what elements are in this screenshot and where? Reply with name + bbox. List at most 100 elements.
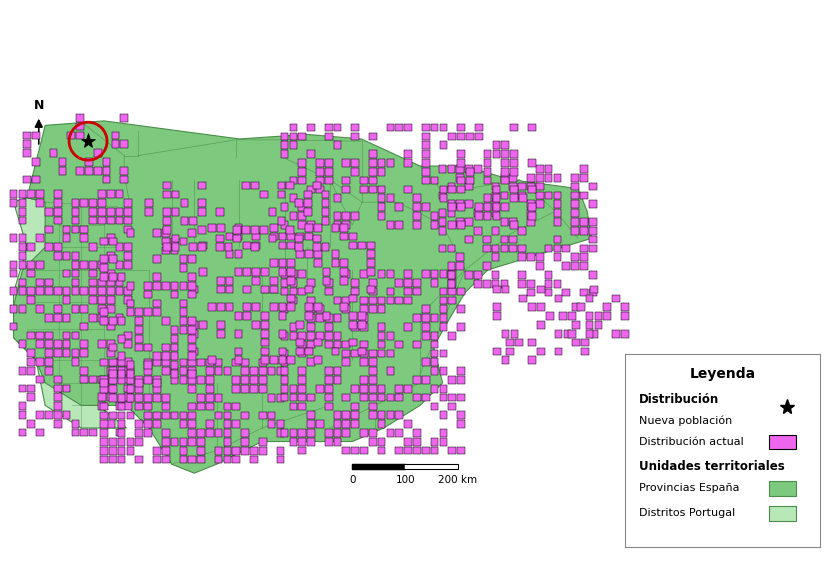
Bar: [10, 235, 17, 242]
Bar: [298, 212, 306, 220]
Bar: [457, 159, 465, 167]
Bar: [127, 282, 134, 290]
Bar: [439, 394, 447, 401]
Bar: [206, 429, 213, 437]
Bar: [179, 264, 187, 272]
Bar: [269, 235, 276, 242]
Bar: [528, 212, 535, 220]
Bar: [63, 411, 70, 419]
Bar: [307, 185, 314, 193]
Bar: [553, 218, 561, 226]
Bar: [366, 268, 374, 276]
Bar: [226, 285, 233, 294]
Bar: [124, 261, 132, 269]
Bar: [54, 208, 61, 216]
Bar: [259, 359, 266, 366]
Bar: [170, 246, 178, 254]
Bar: [226, 304, 233, 311]
Bar: [298, 332, 306, 340]
Bar: [483, 194, 491, 202]
Bar: [316, 159, 323, 167]
Bar: [553, 209, 561, 217]
Bar: [188, 421, 196, 428]
Bar: [500, 280, 508, 287]
Bar: [116, 217, 123, 225]
Bar: [188, 429, 196, 437]
Bar: [307, 359, 314, 366]
Bar: [10, 287, 17, 295]
Bar: [519, 295, 527, 302]
Bar: [279, 330, 286, 338]
Bar: [135, 394, 143, 402]
Bar: [161, 282, 170, 290]
Bar: [36, 376, 44, 383]
Bar: [71, 217, 79, 225]
Bar: [324, 341, 332, 349]
Bar: [18, 429, 26, 436]
Bar: [161, 353, 170, 360]
Bar: [465, 201, 472, 208]
Bar: [456, 253, 464, 261]
Bar: [366, 242, 374, 249]
Bar: [223, 456, 231, 463]
Bar: [214, 359, 222, 366]
Bar: [518, 271, 525, 278]
Bar: [580, 245, 587, 252]
Bar: [188, 335, 196, 343]
Bar: [27, 367, 35, 374]
Bar: [369, 394, 376, 401]
Bar: [377, 305, 385, 313]
Bar: [349, 339, 356, 346]
Bar: [323, 277, 330, 285]
Bar: [369, 350, 376, 357]
Bar: [270, 285, 277, 294]
Bar: [127, 412, 134, 419]
Bar: [576, 304, 584, 311]
Bar: [307, 221, 314, 229]
Bar: [545, 312, 553, 320]
Bar: [23, 176, 31, 184]
Bar: [324, 279, 332, 287]
Bar: [585, 321, 593, 329]
Bar: [80, 367, 88, 374]
Bar: [233, 226, 241, 233]
Bar: [261, 339, 268, 346]
Bar: [422, 314, 429, 322]
Bar: [76, 167, 84, 174]
Bar: [351, 168, 359, 176]
Bar: [179, 456, 187, 463]
Bar: [161, 394, 170, 402]
Bar: [571, 201, 578, 208]
Bar: [439, 438, 447, 446]
Bar: [448, 203, 456, 211]
Bar: [553, 280, 561, 287]
Bar: [286, 226, 294, 233]
Bar: [448, 279, 456, 287]
Bar: [581, 347, 588, 355]
Bar: [360, 394, 367, 401]
Bar: [528, 185, 535, 193]
Bar: [544, 165, 552, 173]
Bar: [89, 270, 97, 277]
Bar: [377, 411, 385, 419]
Bar: [286, 182, 294, 190]
Bar: [430, 221, 438, 229]
Bar: [27, 296, 35, 304]
Bar: [226, 250, 233, 258]
Bar: [544, 191, 552, 199]
Bar: [224, 243, 232, 251]
Bar: [117, 421, 125, 428]
Bar: [80, 261, 88, 269]
Bar: [277, 182, 285, 190]
Bar: [287, 295, 294, 302]
Bar: [386, 297, 394, 304]
Bar: [100, 438, 108, 446]
Bar: [439, 305, 447, 313]
Bar: [518, 191, 525, 199]
Bar: [98, 208, 106, 216]
Bar: [76, 123, 84, 130]
Bar: [170, 353, 178, 360]
Bar: [261, 268, 268, 276]
Bar: [18, 235, 26, 242]
Bar: [127, 229, 134, 236]
